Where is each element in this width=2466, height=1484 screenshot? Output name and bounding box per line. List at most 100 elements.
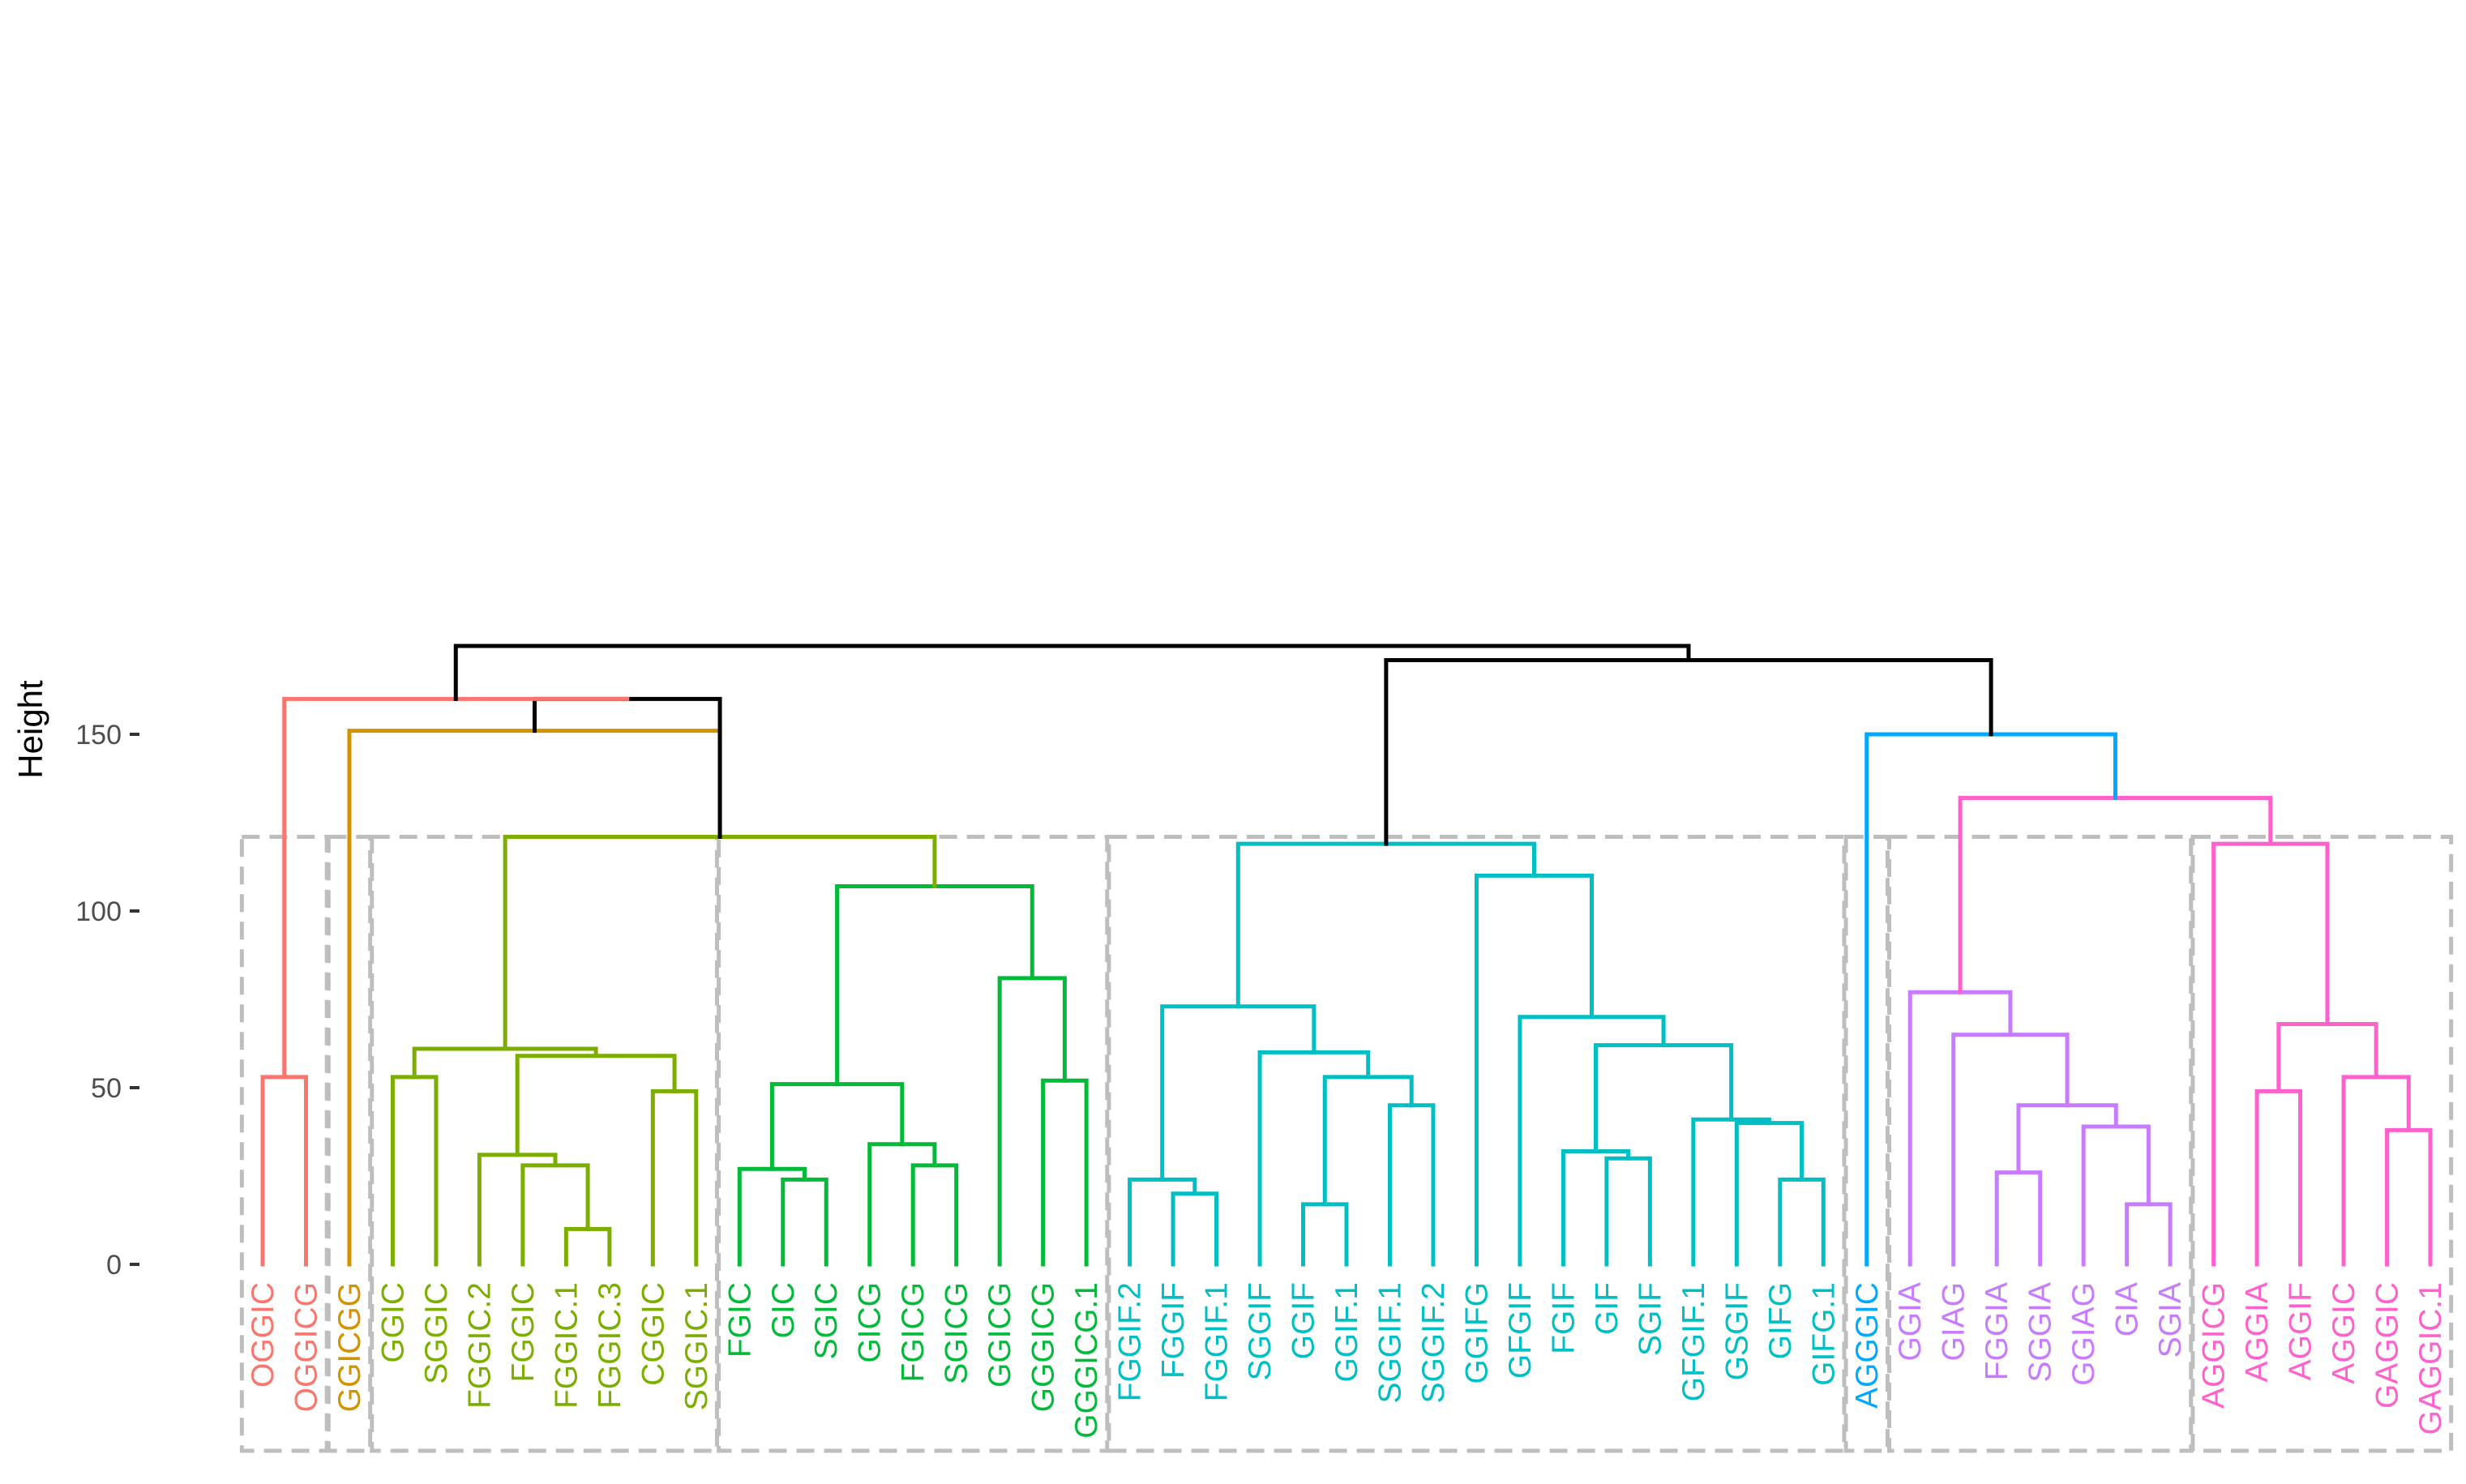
leaf-label: GFGIF	[1503, 1282, 1538, 1379]
y-tick-label: 100	[75, 896, 122, 927]
leaf-label: GGIC	[375, 1282, 410, 1363]
cluster-rectangle	[1843, 834, 1890, 1453]
cluster-rectangle	[326, 834, 373, 1453]
leaf-label: FGGIF.1	[1200, 1282, 1235, 1401]
leaf-label: GGICGG	[332, 1282, 367, 1412]
leaf-label: FGGIA	[1980, 1282, 2014, 1380]
dendrogram-branch	[1384, 657, 1993, 846]
dendrogram-branch	[769, 1082, 905, 1171]
leaf-label: SGGIA	[2023, 1282, 2058, 1383]
cluster-rectangle	[2190, 834, 2454, 1453]
leaf-label: AGGGIC	[1850, 1282, 1885, 1409]
dendrogram-branch	[997, 976, 1067, 1267]
dendrogram-branch	[533, 696, 722, 839]
dendrogram-branch	[412, 1046, 598, 1080]
dendrogram-branch	[1257, 1050, 1371, 1267]
dendrogram-branch	[260, 1075, 308, 1267]
dendrogram-branch	[563, 1226, 612, 1267]
dendrogram-branch	[453, 644, 1691, 701]
leaf-label: GGIAG	[2066, 1282, 2101, 1386]
leaf-label: SGGIC	[419, 1282, 454, 1384]
leaf-label: FGICG	[896, 1282, 931, 1383]
dendrogram-branch	[1041, 1078, 1089, 1267]
dendrogram-branch	[737, 1166, 807, 1267]
leaf-label: GIA	[2110, 1282, 2145, 1336]
dendrogram-branch	[390, 1075, 439, 1267]
y-axis: 0 50 100 150	[75, 720, 139, 1281]
leaf-label: FGIC	[722, 1282, 757, 1358]
leaf-label: FGGIC.2	[462, 1282, 497, 1409]
leaf-label: GGIFG	[1459, 1282, 1494, 1384]
dendrogram-branch	[1518, 1015, 1666, 1267]
leaf-label: GIFG.1	[1806, 1282, 1841, 1386]
dendrogram-branch	[781, 1177, 828, 1267]
leaf-label: GGGICG.1	[1069, 1282, 1104, 1439]
leaf-label: FGGIC.1	[549, 1282, 584, 1409]
y-tick-label: 50	[91, 1073, 122, 1104]
dendrogram-branch	[2125, 1202, 2173, 1267]
leaf-label: FGIF	[1546, 1282, 1581, 1354]
leaf-label: GGIF.1	[1329, 1282, 1364, 1383]
leaf-label: CGGIC	[636, 1282, 670, 1386]
dendrogram-branch	[1994, 1170, 2043, 1267]
dendrogram-branch	[2341, 1075, 2411, 1267]
leaf-label: SGGIF.2	[1416, 1282, 1451, 1404]
leaf-label: AGGICG	[2197, 1282, 2232, 1409]
dendrogram-branch	[2016, 1103, 2118, 1175]
dendrogram-branch	[1594, 1043, 1734, 1153]
dendrogram-branches	[260, 644, 2433, 1267]
dendrogram-branch	[867, 1142, 937, 1267]
leaf-label: SGIA	[2153, 1282, 2188, 1358]
leaf-label: AGGIA	[2240, 1282, 2275, 1383]
dendrogram-branch	[1604, 1156, 1652, 1267]
dendrogram-branch	[835, 883, 1034, 1087]
leaf-label: GGICG	[983, 1282, 1017, 1388]
dendrogram-branch	[1387, 1103, 1436, 1267]
dendrogram-branch	[1322, 1075, 1414, 1207]
leaf-label: GIAG	[1937, 1282, 1972, 1362]
leaf-label: SGIF	[1633, 1282, 1668, 1356]
leaf-label: FGGIF.2	[1113, 1282, 1148, 1401]
leaf-label: GICG	[853, 1282, 888, 1363]
leaf-label: GGGICG	[1026, 1282, 1061, 1412]
leaf-label: FGGIC.3	[593, 1282, 627, 1409]
leaf-labels: OGGIC OGGICG GGICGG GGIC SGGIC FGGIC.2 FGGIC FG…	[246, 1282, 2448, 1439]
leaf-label: OGGIC	[246, 1282, 280, 1388]
dendrogram-branch	[1951, 1033, 2070, 1267]
dendrogram-branch	[1235, 841, 1536, 1009]
dendrogram-branch	[477, 1153, 558, 1267]
dendrogram-branch	[1160, 1004, 1316, 1182]
leaf-label: AGGIF	[2284, 1282, 2318, 1380]
leaf-label: SGIC	[809, 1282, 844, 1359]
dendrogram-branch	[1474, 873, 1594, 1267]
dendrogram-branch	[1171, 1191, 1219, 1267]
leaf-label: FGGIF	[1156, 1282, 1191, 1379]
dendrogram-branch	[1691, 1117, 1771, 1267]
dendrogram-branch	[347, 729, 722, 1267]
dendrogram-branch	[2276, 1022, 2378, 1093]
leaf-label: SGGIF	[1243, 1282, 1278, 1380]
dendrogram-branch	[1778, 1177, 1826, 1267]
dendrogram-branch	[282, 696, 630, 1080]
leaf-label: OGGICG	[289, 1282, 323, 1412]
dendrogram-branch	[2254, 1088, 2303, 1267]
dendrogram-branch	[1301, 1202, 1349, 1267]
leaf-label: GSGIF	[1719, 1282, 1754, 1380]
dendrogram-branch	[520, 1163, 590, 1267]
cluster-rectangle	[1107, 834, 1847, 1453]
dendrogram-branch	[1734, 1121, 1805, 1267]
leaf-label: GIC	[766, 1282, 801, 1338]
leaf-label: SGGIC.1	[679, 1282, 714, 1410]
leaf-label: GAGGIC.1	[2413, 1282, 2448, 1435]
dendrogram-branch	[910, 1163, 959, 1267]
leaf-label: GIFG	[1763, 1282, 1798, 1359]
leaf-label: AGGIC	[2327, 1282, 2361, 1384]
leaf-label: GGIF	[1287, 1282, 1321, 1359]
leaf-label: SGICG	[940, 1282, 974, 1384]
dendrogram-branch	[2211, 841, 2330, 1267]
dendrogram-branch	[1561, 1148, 1631, 1267]
dendrogram-branch	[1864, 732, 2117, 1267]
dendrogram-branch	[1958, 795, 2273, 994]
dendrogram-branch	[650, 1088, 699, 1267]
